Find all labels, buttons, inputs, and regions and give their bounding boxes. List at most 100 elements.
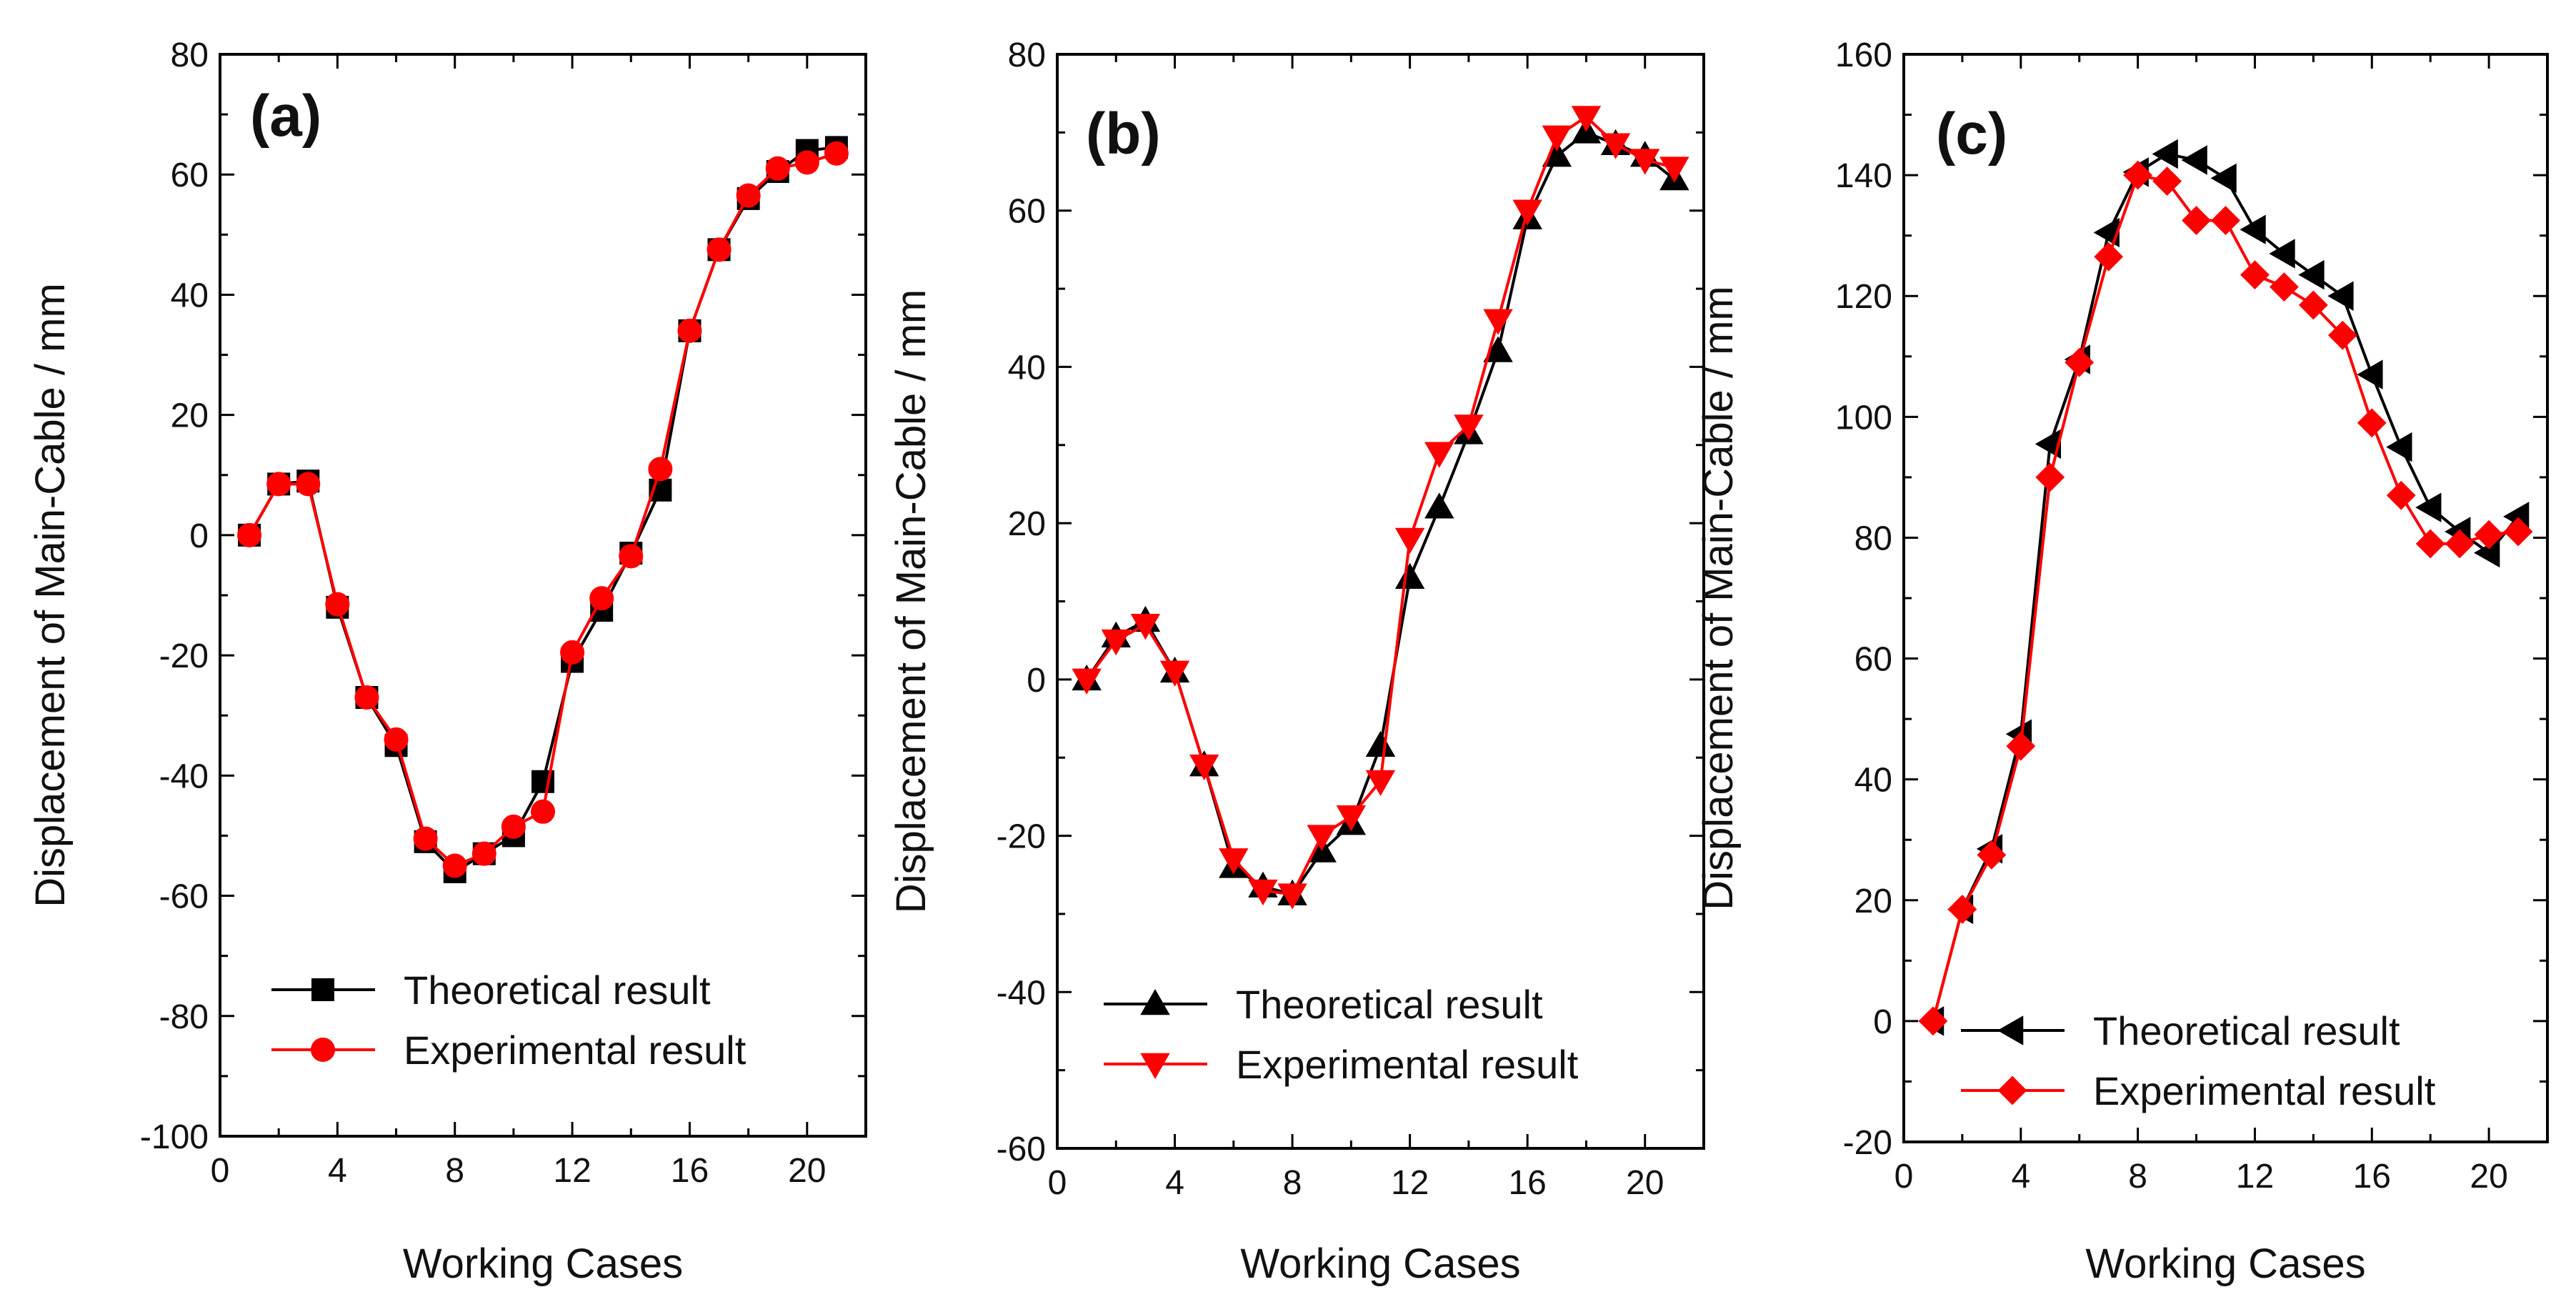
data-point xyxy=(2445,529,2475,559)
y-tick-label: 40 xyxy=(1854,762,1892,800)
data-point xyxy=(1947,895,1977,924)
data-point xyxy=(2035,462,2065,492)
y-tick-label: 160 xyxy=(1835,36,1892,74)
x-tick-label: 4 xyxy=(2011,1158,2030,1196)
chart-panel-3: 0 4 8 12 16 20-20020406080100120140160Working… xyxy=(1695,36,2549,1287)
legend: Theoretical result Experimental result xyxy=(1961,1008,2436,1113)
data-point xyxy=(1659,156,1689,183)
x-tick-label: 0 xyxy=(211,1152,230,1190)
data-point xyxy=(1336,805,1367,832)
y-tick-label: -60 xyxy=(159,878,209,916)
legend-label: Experimental result xyxy=(2093,1068,2436,1113)
data-point xyxy=(794,150,819,175)
y-tick-label: 20 xyxy=(1854,883,1892,920)
chart-panel-2: 0 4 8 12 16 20 -60 -40 -20 0 20 40 60 80 Working Cases… xyxy=(888,36,1705,1287)
y-tick-label: -20 xyxy=(1843,1124,1892,1162)
legend-marker xyxy=(311,1038,335,1062)
data-point xyxy=(1483,309,1513,335)
series-experimental xyxy=(237,141,849,878)
y-tick-label: -100 xyxy=(140,1118,209,1156)
data-point xyxy=(1512,199,1542,226)
data-point xyxy=(2152,167,2182,196)
y-tick-label: 20 xyxy=(1008,505,1046,543)
series-line xyxy=(248,151,837,868)
x-axis-title: Working Cases xyxy=(2085,1241,2365,1287)
x-tick-label: 8 xyxy=(1283,1164,1302,1202)
data-point xyxy=(1424,492,1454,519)
x-tick-label: 12 xyxy=(553,1152,591,1190)
data-point xyxy=(1630,149,1660,175)
data-point xyxy=(2503,517,2533,547)
y-tick-label: 0 xyxy=(189,517,209,555)
data-point xyxy=(2152,139,2178,169)
data-point xyxy=(2006,731,2036,761)
panel-label: (b) xyxy=(1086,101,1161,167)
data-point xyxy=(1130,614,1161,640)
y-tick-label: 0 xyxy=(1027,662,1046,700)
data-point xyxy=(2240,260,2270,290)
data-point xyxy=(765,156,790,181)
x-tick-label: 16 xyxy=(671,1152,709,1190)
legend-marker xyxy=(1140,988,1170,1015)
y-tick-label: 80 xyxy=(1008,36,1046,74)
y-tick-label: 40 xyxy=(171,277,209,314)
x-tick-label: 20 xyxy=(2470,1158,2507,1196)
data-point xyxy=(2474,520,2504,550)
data-point xyxy=(2269,272,2299,302)
data-point xyxy=(648,457,673,482)
data-point xyxy=(1918,1006,1948,1036)
y-tick-label: -40 xyxy=(997,974,1046,1012)
x-axis-title: Working Cases xyxy=(1240,1241,1520,1287)
y-tick-label: 60 xyxy=(1854,641,1892,679)
data-point xyxy=(1365,730,1396,757)
data-point xyxy=(1394,562,1425,589)
x-tick-label: 8 xyxy=(445,1152,464,1190)
y-tick-label: 100 xyxy=(1835,399,1892,437)
x-tick-label: 20 xyxy=(1626,1164,1664,1202)
series-theoretical xyxy=(1917,139,2530,1036)
series-experimental xyxy=(1918,160,2533,1036)
y-tick-label: 120 xyxy=(1835,278,1892,316)
data-point xyxy=(2357,359,2383,389)
data-point xyxy=(2182,206,2211,235)
y-tick-label: -20 xyxy=(997,818,1046,856)
panel-label: (c) xyxy=(1936,101,2007,167)
legend-label: Theoretical result xyxy=(2093,1008,2400,1053)
data-point xyxy=(707,237,732,262)
data-point xyxy=(1072,668,1102,695)
x-axis-title: Working Cases xyxy=(403,1241,683,1287)
legend-marker xyxy=(1997,1075,2027,1105)
data-point xyxy=(325,592,350,617)
x-tick-label: 4 xyxy=(328,1152,347,1190)
y-tick-label: 60 xyxy=(171,156,209,194)
x-tick-label: 12 xyxy=(2236,1158,2274,1196)
series-experimental xyxy=(1072,106,1689,910)
data-point xyxy=(2210,163,2237,194)
data-point xyxy=(296,472,321,497)
data-point xyxy=(384,727,409,752)
data-point xyxy=(1159,660,1190,687)
x-tick-label: 12 xyxy=(1391,1164,1429,1202)
series-line xyxy=(248,146,837,874)
legend-marker xyxy=(1997,1015,2024,1045)
data-point xyxy=(2415,529,2445,559)
x-tick-label: 16 xyxy=(1508,1164,1546,1202)
legend-label: Experimental result xyxy=(1236,1042,1579,1087)
legend-label: Theoretical result xyxy=(1236,982,1543,1027)
data-point xyxy=(2327,320,2357,350)
data-point xyxy=(589,586,614,611)
series-line xyxy=(1932,152,2520,1022)
data-point xyxy=(2298,290,2328,320)
x-tick-label: 0 xyxy=(1048,1164,1067,1202)
legend: Theoretical result Experimental result xyxy=(271,968,747,1073)
data-point xyxy=(1571,106,1602,132)
data-point xyxy=(501,814,526,839)
data-point xyxy=(2386,432,2412,462)
data-point xyxy=(1977,840,2007,870)
legend-marker xyxy=(1140,1053,1170,1080)
data-point xyxy=(442,853,467,878)
data-point xyxy=(531,799,555,824)
data-point xyxy=(2065,347,2095,377)
data-point xyxy=(1248,879,1278,906)
legend-label: Theoretical result xyxy=(404,968,711,1013)
